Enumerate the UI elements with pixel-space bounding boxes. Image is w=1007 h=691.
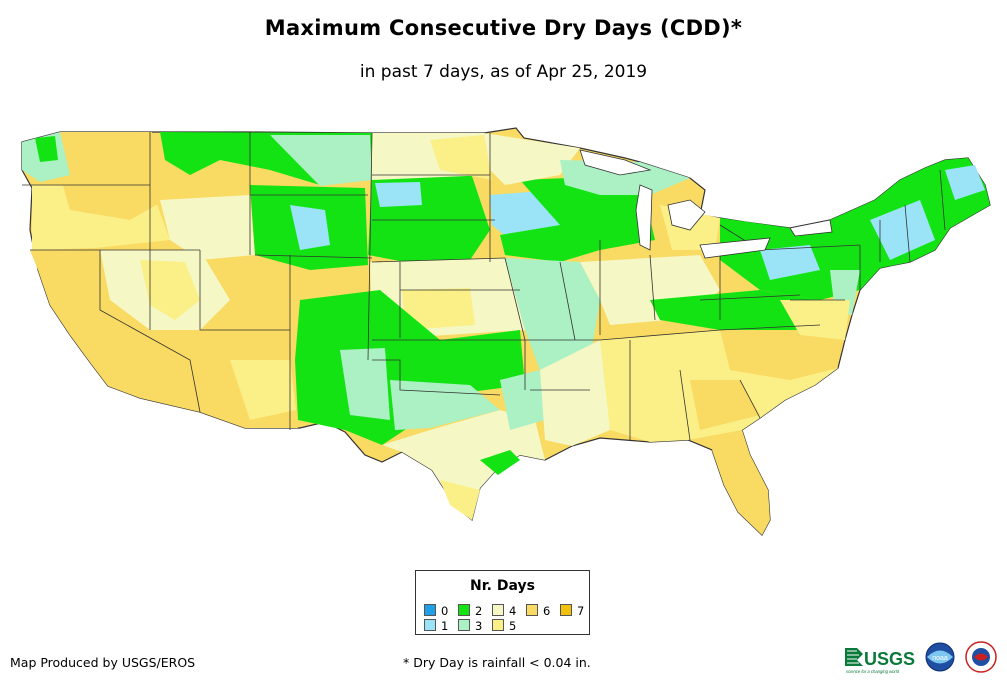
dry-day-footnote: * Dry Day is rainfall < 0.04 in. [403,655,591,670]
zone-5-south-texas [440,480,480,520]
legend-item-6: 6 [526,604,550,618]
legend-item-2: 2 [458,604,482,618]
nws-logo-icon [965,641,997,673]
zone-1-wyoming [290,205,330,250]
legend-item-4: 4 [492,604,516,618]
zone-6-florida [712,430,770,535]
zone-2-gulf-coast [480,450,520,475]
zone-5-lower-ms [540,340,620,446]
zone-3-nm-west-texas [340,348,390,420]
zone-4-idaho [160,195,255,260]
zone-5-virginia [780,300,850,340]
zone-3-michigan-wisconsin [560,160,690,195]
zone-4-nevada [140,260,200,320]
zone-6-northern-rockies [60,132,165,220]
noaa-logo-icon: noaa [925,642,955,672]
zone-3-north-texas [390,380,500,430]
zone-6-georgia [690,380,760,430]
zone-3-missouri-arkansas [505,258,600,370]
zone-6-carolinas [720,330,838,380]
legend-item-1: 1 [424,619,448,633]
legend-item-7: 7 [560,604,584,618]
zone-2-ohio-valley [650,290,820,330]
zone-1-sd [375,182,422,207]
zone-2-wisconsin-iowa [500,175,655,262]
zone-6-california [30,250,200,412]
zone-5-nm-west [230,360,296,420]
zone-4-central-texas [382,410,545,520]
zone-1-maine [945,165,985,200]
legend-title: Nr. Days [470,578,535,594]
zone-4-montana-east [270,135,372,186]
zone-1-new-england [870,200,935,260]
usgs-tagline: science for a changing world [846,669,900,674]
agency-logos: USGS science for a changing world noaa [845,641,997,674]
map-subtitle: in past 7 days, as of Apr 25, 2019 [359,62,648,82]
credit-text: Map Produced by USGS/EROS [10,655,196,670]
usgs-wordmark: USGS [864,649,915,669]
zone-2-washington [35,136,58,162]
map-title: Maximum Consecutive Dry Days (CDD)* [264,16,743,40]
zone-3-east-texas [500,370,545,430]
legend: Nr. Days 0 1 2 3 4 5 6 7 [415,570,590,635]
zone-5-kansas [402,288,475,330]
noaa-wordmark: noaa [932,655,948,662]
legend-item-5: 5 [492,619,516,633]
usgs-logo-icon: USGS science for a changing world [845,648,915,674]
state-boundaries [22,132,946,441]
us-dry-days-map [21,127,991,536]
legend-item-3: 3 [458,619,482,633]
zone-4-minnesota [484,133,580,185]
dry-day-zones [22,132,990,535]
legend-item-0: 0 [424,604,448,618]
zone-1-new-york [760,245,820,280]
zone-5-nd-east [430,135,492,180]
great-lakes [579,149,833,259]
